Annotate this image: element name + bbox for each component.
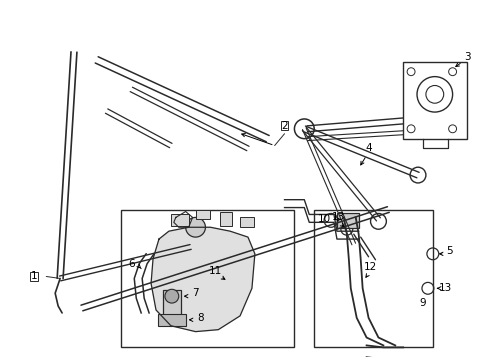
Text: 4: 4 [365, 144, 371, 153]
Text: 2: 2 [281, 121, 287, 131]
Bar [336, 213, 358, 228]
Bar [30, 272, 38, 281]
Text: 5: 5 [446, 246, 452, 256]
Text: 13: 13 [332, 212, 345, 222]
Text: 3: 3 [463, 52, 470, 62]
Polygon shape [151, 227, 254, 332]
Text: 11: 11 [208, 266, 222, 276]
Circle shape [185, 217, 205, 237]
Text: 9: 9 [419, 298, 426, 308]
Bar [314, 210, 432, 347]
Text: 12: 12 [363, 262, 376, 272]
Bar [121, 210, 294, 347]
Bar [195, 210, 210, 219]
Bar [158, 314, 185, 326]
Bar [280, 121, 288, 130]
Bar [402, 62, 467, 139]
Bar [170, 215, 188, 226]
Bar [240, 217, 253, 227]
Text: 7: 7 [192, 288, 199, 298]
Text: 10: 10 [317, 215, 330, 224]
Text: 8: 8 [197, 313, 203, 323]
Text: 13: 13 [438, 283, 451, 293]
Text: 1: 1 [31, 271, 38, 282]
Bar [220, 212, 232, 226]
Bar [163, 290, 181, 318]
Text: 6: 6 [128, 259, 134, 269]
Circle shape [164, 289, 179, 303]
